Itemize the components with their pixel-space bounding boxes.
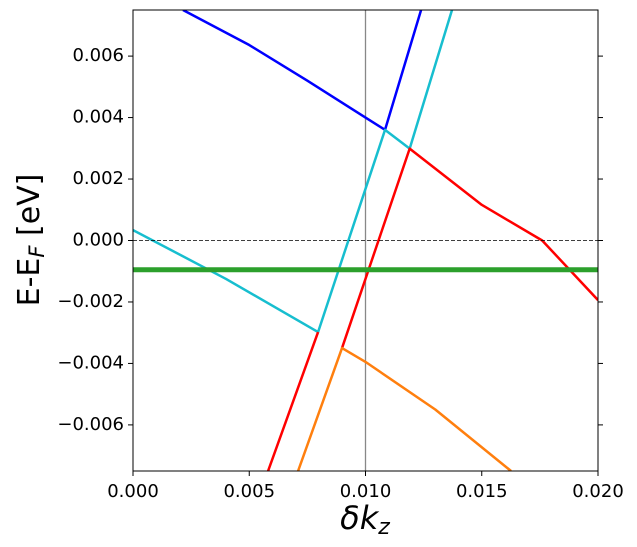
y-tick-label: 0.006 bbox=[72, 45, 124, 66]
y-tick-label: −0.002 bbox=[57, 291, 124, 312]
x-axis-label: δkz bbox=[340, 499, 390, 540]
x-tick-label: 0.020 bbox=[572, 481, 624, 502]
y-label-main: E-E bbox=[12, 258, 47, 307]
y-label-unit: [eV] bbox=[12, 174, 47, 246]
series-line bbox=[182, 10, 423, 132]
x-tick-label: 0.005 bbox=[223, 481, 275, 502]
y-label-sub: F bbox=[25, 245, 49, 258]
series-line bbox=[133, 10, 454, 334]
x-tick-label: 0.000 bbox=[107, 481, 159, 502]
y-tick-label: 0.004 bbox=[72, 107, 124, 128]
y-tick-label: −0.004 bbox=[57, 352, 124, 373]
y-tick-label: 0.000 bbox=[72, 230, 124, 251]
series-line bbox=[266, 147, 598, 471]
x-tick-label: 0.010 bbox=[340, 481, 392, 502]
plot-area bbox=[133, 10, 598, 471]
x-label-main: δk bbox=[340, 499, 380, 537]
x-label-sub: z bbox=[377, 515, 390, 540]
series-line bbox=[296, 346, 512, 471]
y-tick-label: 0.002 bbox=[72, 168, 124, 189]
y-tick-label: −0.006 bbox=[57, 414, 124, 435]
x-tick-label: 0.015 bbox=[456, 481, 508, 502]
y-axis-label: E-EF [eV] bbox=[12, 174, 50, 307]
